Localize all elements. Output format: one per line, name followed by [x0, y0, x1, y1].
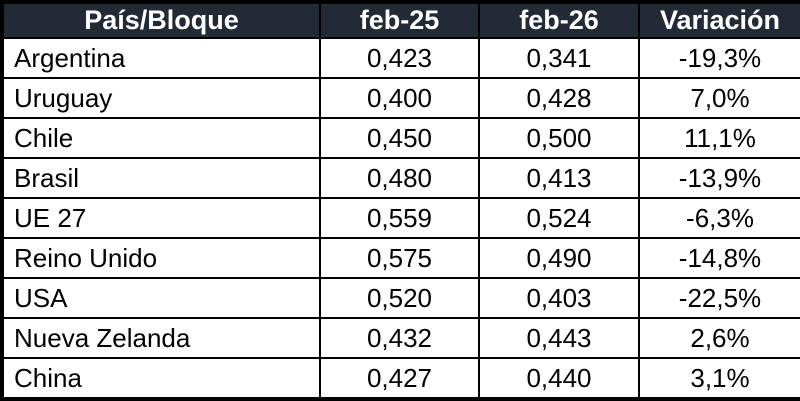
cell-variacion: 3,1%: [638, 357, 800, 400]
cell-variacion: -19,3%: [638, 37, 800, 79]
cell-pais: China: [1, 357, 321, 400]
table-row-reino-unido: Reino Unido 0,575 0,490 -14,8%: [1, 237, 800, 279]
cell-variacion: 11,1%: [638, 117, 800, 159]
table-row-chile: Chile 0,450 0,500 11,1%: [1, 117, 800, 159]
header-cell-variacion: Variación: [638, 1, 800, 39]
cell-feb26: 0,403: [478, 277, 640, 319]
cell-feb26: 0,443: [478, 317, 640, 359]
cell-feb25: 0,520: [319, 277, 480, 319]
table-row-uruguay: Uruguay 0,400 0,428 7,0%: [1, 77, 800, 119]
cell-feb26: 0,413: [478, 157, 640, 199]
header-cell-pais-bloque: País/Bloque: [1, 1, 321, 39]
cell-feb26: 0,490: [478, 237, 640, 279]
table-row-china: China 0,427 0,440 3,1%: [1, 357, 800, 400]
cell-variacion: 2,6%: [638, 317, 800, 359]
cell-feb25: 0,480: [319, 157, 480, 199]
table-row-usa: USA 0,520 0,403 -22,5%: [1, 277, 800, 319]
cell-pais: UE 27: [1, 197, 321, 239]
cell-feb26: 0,524: [478, 197, 640, 239]
cell-feb25: 0,427: [319, 357, 480, 400]
cell-variacion: 7,0%: [638, 77, 800, 119]
cell-feb25: 0,450: [319, 117, 480, 159]
header-cell-feb-26: feb-26: [478, 1, 640, 39]
table-row-brasil: Brasil 0,480 0,413 -13,9%: [1, 157, 800, 199]
cell-variacion: -6,3%: [638, 197, 800, 239]
cell-pais: Argentina: [1, 37, 321, 79]
cell-pais: Reino Unido: [1, 237, 321, 279]
cell-pais: Nueva Zelanda: [1, 317, 321, 359]
cell-pais: Brasil: [1, 157, 321, 199]
cell-pais: Uruguay: [1, 77, 321, 119]
cell-feb25: 0,559: [319, 197, 480, 239]
table-row-nueva-zelanda: Nueva Zelanda 0,432 0,443 2,6%: [1, 317, 800, 359]
cell-variacion: -22,5%: [638, 277, 800, 319]
cell-variacion: -13,9%: [638, 157, 800, 199]
cell-feb26: 0,500: [478, 117, 640, 159]
cell-variacion: -14,8%: [638, 237, 800, 279]
cell-feb26: 0,341: [478, 37, 640, 79]
cell-feb26: 0,440: [478, 357, 640, 400]
cell-pais: USA: [1, 277, 321, 319]
header-row: País/Bloque feb-25 feb-26 Variación: [1, 1, 800, 39]
table-row-ue-27: UE 27 0,559 0,524 -6,3%: [1, 197, 800, 239]
header-cell-feb-25: feb-25: [319, 1, 480, 39]
cell-feb25: 0,432: [319, 317, 480, 359]
cell-feb25: 0,575: [319, 237, 480, 279]
cell-feb25: 0,400: [319, 77, 480, 119]
cell-feb26: 0,428: [478, 77, 640, 119]
table-row-argentina: Argentina 0,423 0,341 -19,3%: [1, 37, 800, 79]
cell-pais: Chile: [1, 117, 321, 159]
cell-feb25: 0,423: [319, 37, 480, 79]
